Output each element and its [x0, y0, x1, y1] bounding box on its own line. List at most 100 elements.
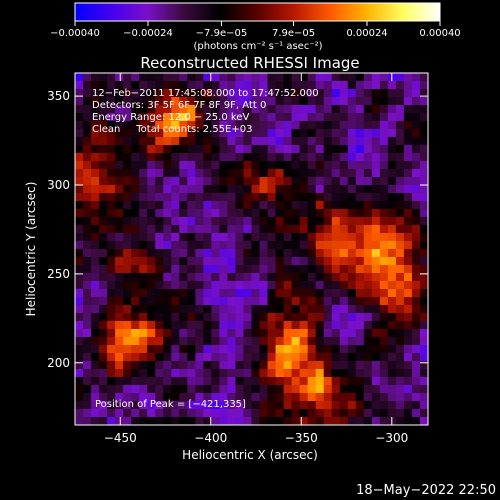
heatmap-cell [107, 217, 116, 226]
heatmap-cell [299, 377, 309, 386]
heatmap-cell [75, 129, 84, 138]
heatmap-cell [331, 305, 341, 314]
heatmap-cell [395, 209, 405, 218]
heatmap-cell [331, 297, 341, 306]
heatmap-cell [139, 297, 148, 306]
heatmap-cell [403, 241, 413, 250]
heatmap-cell [91, 145, 100, 154]
heatmap-cell [339, 257, 349, 266]
heatmap-cell [307, 401, 317, 410]
heatmap-cell [395, 145, 405, 154]
heatmap-cell [371, 161, 381, 170]
heatmap-cell [139, 113, 148, 122]
heatmap-cell [123, 313, 132, 322]
heatmap-cell [307, 281, 317, 290]
heatmap-cell [179, 369, 188, 378]
heatmap-cell [339, 385, 349, 394]
heatmap-cell [163, 377, 172, 386]
heatmap-cell [379, 417, 389, 425]
heatmap-cell [379, 121, 389, 130]
heatmap-cell [163, 313, 172, 322]
heatmap-cell [299, 361, 309, 370]
heatmap-cell [195, 409, 204, 418]
heatmap-cell [123, 161, 132, 170]
heatmap-cell [123, 369, 132, 378]
heatmap-cell [411, 97, 421, 106]
heatmap-cell [203, 409, 212, 418]
heatmap-cell [355, 105, 365, 114]
heatmap-cell [419, 393, 428, 402]
heatmap-cell [331, 161, 341, 170]
heatmap-cell [387, 281, 397, 290]
heatmap-cell [99, 161, 108, 170]
heatmap-cell [219, 305, 229, 314]
heatmap-cell [235, 417, 245, 425]
heatmap-cell [387, 273, 397, 282]
heatmap-cell [331, 185, 341, 194]
heatmap-cell [163, 201, 172, 210]
heatmap-cell [291, 249, 301, 258]
heatmap-cell [283, 201, 293, 210]
heatmap-cell [315, 185, 325, 194]
heatmap-cell [139, 313, 148, 322]
heatmap-cell [307, 345, 317, 354]
heatmap-cell [139, 241, 148, 250]
heatmap-cell [243, 233, 253, 242]
heatmap-cell [299, 185, 309, 194]
heatmap-cell [283, 169, 293, 178]
heatmap-cell [323, 281, 333, 290]
heatmap-cell [387, 201, 397, 210]
heatmap-cell [387, 233, 397, 242]
heatmap-cell [331, 385, 341, 394]
heatmap-cell [403, 217, 413, 226]
heatmap-cell [219, 137, 229, 146]
heatmap-cell [291, 321, 301, 330]
heatmap-cell [107, 209, 116, 218]
heatmap-cell [267, 81, 277, 90]
heatmap-cell [339, 281, 349, 290]
heatmap-cell [371, 209, 381, 218]
heatmap-cell [323, 185, 333, 194]
heatmap-cell [251, 73, 261, 82]
heatmap-cell [235, 337, 245, 346]
heatmap-cell [91, 377, 100, 386]
heatmap-cell [163, 337, 172, 346]
heatmap-cell [235, 217, 245, 226]
heatmap-cell [419, 417, 428, 425]
heatmap-cell [99, 193, 108, 202]
heatmap-cell [307, 249, 317, 258]
heatmap-cell [387, 145, 397, 154]
heatmap-cell [227, 105, 237, 114]
heatmap-cell [411, 249, 421, 258]
heatmap-cell [363, 417, 373, 425]
heatmap-cell [123, 249, 132, 258]
heatmap-cell [275, 241, 285, 250]
heatmap-cell [107, 297, 116, 306]
heatmap-cell [163, 305, 172, 314]
heatmap-cell [107, 377, 116, 386]
heatmap-cell [331, 177, 341, 186]
heatmap-cell [355, 337, 365, 346]
heatmap-cell [195, 145, 204, 154]
heatmap-cell [243, 81, 253, 90]
heatmap-cell [107, 257, 116, 266]
heatmap-cell [291, 113, 301, 122]
heatmap-cell [163, 241, 172, 250]
heatmap-cell [163, 153, 172, 162]
heatmap-cell [227, 73, 237, 82]
heatmap-cell [227, 297, 237, 306]
heatmap-cell [123, 257, 132, 266]
heatmap-cell [83, 161, 92, 170]
heatmap-cell [83, 105, 92, 114]
heatmap-cell [259, 377, 269, 386]
heatmap-cell [171, 145, 180, 154]
heatmap-cell [283, 273, 293, 282]
heatmap-cell [163, 257, 172, 266]
heatmap-cell [283, 153, 293, 162]
heatmap-cell [83, 209, 92, 218]
heatmap-cell [83, 73, 92, 82]
heatmap-cell [171, 249, 180, 258]
heatmap-cell [227, 209, 237, 218]
heatmap-cell [147, 169, 156, 178]
heatmap-cell [331, 369, 341, 378]
